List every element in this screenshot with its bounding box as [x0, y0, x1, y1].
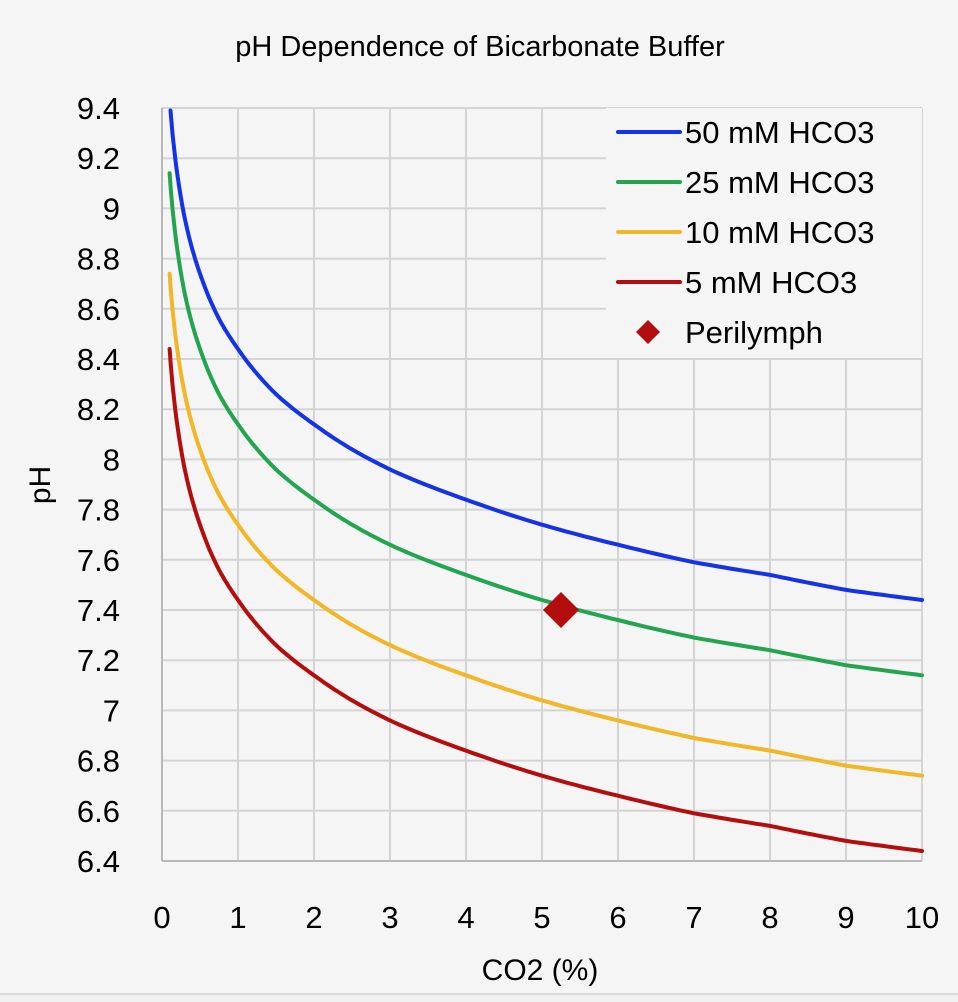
- x-tick-label: 2: [305, 900, 322, 935]
- y-tick-label: 6.4: [77, 844, 120, 879]
- x-tick-label: 9: [837, 900, 854, 935]
- y-tick-label: 8.6: [77, 292, 120, 327]
- legend-label: 5 mM HCO3: [685, 265, 857, 300]
- y-tick-label: 7.4: [77, 593, 120, 628]
- x-tick-label: 5: [533, 900, 550, 935]
- x-tick-label: 6: [609, 900, 626, 935]
- x-tick-label: 3: [381, 900, 398, 935]
- x-axis-label: CO2 (%): [482, 954, 599, 987]
- x-tick-label: 7: [685, 900, 702, 935]
- x-tick-label: 10: [905, 900, 939, 935]
- series-line-5mM: [167, 347, 924, 853]
- y-axis-label: pH: [24, 466, 57, 504]
- y-tick-labels: 6.4 6.6 6.8 7 7.2 7.4 7.6 7.8 8 8.2 8.4 8.6 8.8 9 9.2 9…: [77, 91, 120, 879]
- y-tick-label: 8.2: [77, 392, 120, 427]
- chart-title: pH Dependence of Bicarbonate Buffer: [235, 31, 725, 63]
- axes: [161, 108, 922, 862]
- y-tick-label: 6.6: [77, 794, 120, 829]
- series-lines: [167, 108, 924, 853]
- y-tick-label: 7.2: [77, 643, 120, 678]
- bottom-divider: [0, 993, 958, 1002]
- y-tick-label: 6.8: [77, 744, 120, 779]
- y-tick-label: 8.4: [77, 342, 120, 377]
- y-tick-label: 7.8: [77, 493, 120, 528]
- x-tick-label: 4: [457, 900, 474, 935]
- x-tick-labels: 0 1 2 3 4 5 6 7 8 9 10: [153, 900, 939, 935]
- legend: 50 mM HCO3 25 mM HCO3 10 mM HCO3 5 mM HCO3 P…: [616, 115, 874, 350]
- y-tick-label: 8: [103, 442, 120, 477]
- legend-label: Perilymph: [685, 315, 823, 350]
- series-line-50mM: [168, 108, 924, 602]
- perilymph-marker: [543, 592, 579, 628]
- x-tick-label: 1: [229, 900, 246, 935]
- x-tick-label: 0: [153, 900, 170, 935]
- series-line-25mM: [167, 171, 924, 678]
- y-tick-label: 9: [103, 191, 120, 226]
- y-tick-label: 9.2: [77, 141, 120, 176]
- legend-label: 25 mM HCO3: [685, 165, 874, 200]
- y-tick-label: 7: [103, 693, 120, 728]
- data-points: [543, 592, 579, 628]
- y-tick-label: 7.6: [77, 543, 120, 578]
- y-tick-label: 8.8: [77, 242, 120, 277]
- legend-label: 50 mM HCO3: [685, 115, 874, 150]
- series-line-10mM: [167, 271, 924, 778]
- legend-diamond-icon: [636, 320, 660, 344]
- y-tick-label: 9.4: [77, 91, 120, 126]
- x-tick-label: 8: [761, 900, 778, 935]
- legend-label: 10 mM HCO3: [685, 215, 874, 250]
